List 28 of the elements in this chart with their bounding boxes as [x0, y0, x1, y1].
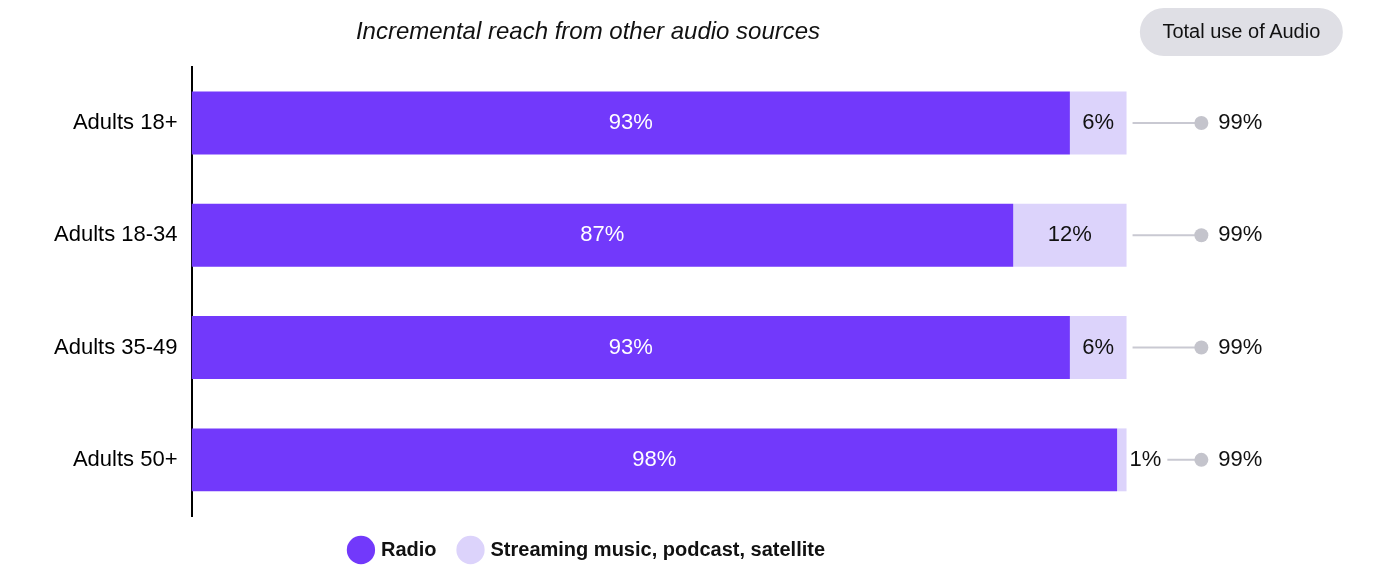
bar: [191, 203, 1014, 267]
data-label: 6%: [1082, 333, 1115, 359]
bar: [191, 316, 1070, 379]
data-label: 93%: [608, 109, 653, 135]
legend-label: Radio: [380, 537, 437, 560]
bar: [1013, 203, 1127, 267]
chart-title: Incremental reach from other audio sources: [355, 17, 821, 45]
text: 99%: [1218, 445, 1263, 471]
text: 99%: [1218, 109, 1263, 135]
data-label: 6%: [1082, 109, 1115, 135]
bar: [191, 91, 1070, 155]
data-label: 1%: [1129, 445, 1162, 471]
y-tick-label: Adults 50+: [72, 445, 178, 471]
y-tick-label: Adults 18+: [72, 109, 178, 135]
data-label: 93%: [608, 333, 653, 359]
text: 99%: [1218, 333, 1263, 359]
data-label: 87%: [580, 221, 625, 247]
text: 99%: [1218, 221, 1263, 247]
legend-label: Streaming music, podcast, satellite: [490, 537, 826, 560]
data-label: 98%: [632, 445, 677, 471]
data-label: 12%: [1047, 221, 1092, 247]
text: Total use of Audio: [1162, 19, 1321, 42]
bar: [1069, 91, 1127, 155]
bar: [1117, 428, 1127, 492]
bar: [191, 428, 1118, 492]
y-tick-label: Adults 18-34: [53, 221, 178, 247]
bar: [1069, 316, 1127, 379]
y-tick-label: Adults 35-49: [53, 333, 178, 359]
